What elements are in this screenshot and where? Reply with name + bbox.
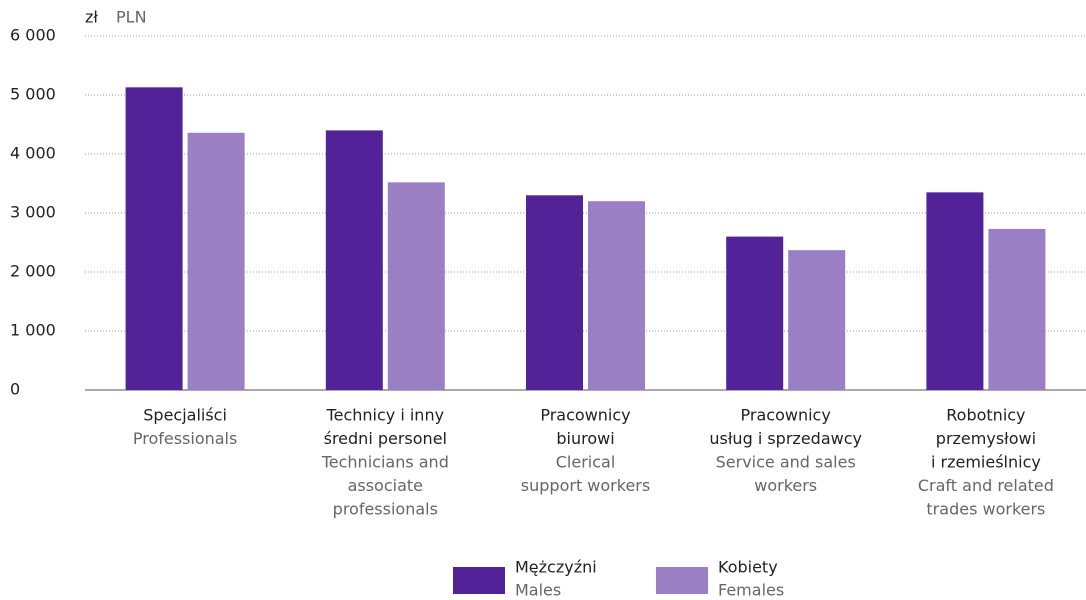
x-tick-label: przemysłowi <box>936 429 1036 448</box>
bar <box>187 132 245 390</box>
legend-swatch <box>453 567 505 594</box>
y-tick-label: 6 000 <box>10 26 56 45</box>
x-tick-label-en: trades workers <box>926 500 1045 519</box>
x-tick-label-en: Technicians and <box>321 453 449 472</box>
bar <box>588 201 645 390</box>
x-tick-label-en: Craft and related <box>918 476 1054 495</box>
x-tick-label: i rzemieślnicy <box>931 453 1041 472</box>
x-tick-label: biurowi <box>556 429 614 448</box>
x-tick-label: średni personel <box>324 429 447 448</box>
x-tick-label-en: workers <box>754 476 817 495</box>
x-tick-label: Technicy i inny <box>326 406 445 425</box>
x-tick-label-en: Service and sales <box>716 453 856 472</box>
legend-label: Mężczyźni <box>515 558 597 577</box>
y-unit-en: PLN <box>116 8 147 27</box>
x-tick-label-en: professionals <box>333 500 438 519</box>
x-tick-label-en: Professionals <box>133 429 238 448</box>
x-tick-label-en: associate <box>348 476 423 495</box>
y-unit-pl: zł <box>85 8 98 27</box>
x-tick-label-en: support workers <box>521 476 650 495</box>
bar <box>926 192 984 390</box>
x-tick-label: Pracownicy <box>540 406 630 425</box>
x-tick-label: Specjaliści <box>143 406 227 425</box>
y-tick-label: 4 000 <box>10 144 56 163</box>
legend-swatch <box>656 567 708 594</box>
x-tick-label: Robotnicy <box>946 406 1025 425</box>
bar <box>788 250 846 390</box>
bar <box>526 195 583 390</box>
bar <box>988 228 1046 390</box>
x-tick-label-en: Clerical <box>556 453 616 472</box>
y-tick-label: 0 <box>10 380 20 399</box>
x-tick-label: Pracownicy <box>741 406 831 425</box>
bar <box>125 87 183 390</box>
bar <box>387 182 445 390</box>
y-tick-label: 2 000 <box>10 262 56 281</box>
legend-label: Kobiety <box>718 558 778 577</box>
bar <box>325 130 383 390</box>
y-tick-label: 1 000 <box>10 321 56 340</box>
legend-label-en: Males <box>515 581 561 600</box>
legend-label-en: Females <box>718 581 784 600</box>
x-tick-label: usług i sprzedawcy <box>709 429 862 448</box>
bar <box>726 236 784 390</box>
y-tick-label: 3 000 <box>10 203 56 222</box>
y-tick-label: 5 000 <box>10 85 56 104</box>
